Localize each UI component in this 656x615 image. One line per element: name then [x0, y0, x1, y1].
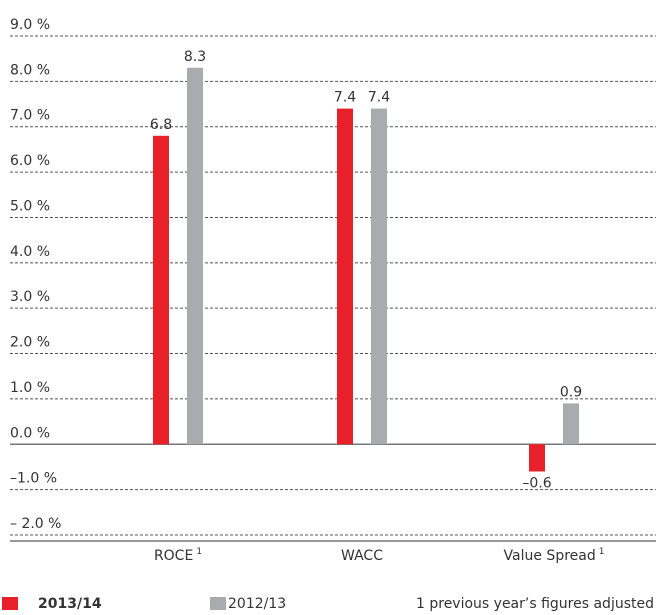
- bar: [563, 403, 579, 445]
- y-tick-label: 1.0 %: [10, 380, 50, 396]
- bar: [529, 444, 545, 472]
- category-name: Value Spread: [504, 548, 596, 564]
- y-tick-label: 7.0 %: [10, 108, 50, 124]
- y-tick-label: –1.0 %: [10, 471, 57, 487]
- y-tick-label: 4.0 %: [10, 244, 50, 260]
- x-tick-label: ROCE 1: [154, 547, 202, 565]
- legend-swatch: [210, 597, 226, 610]
- x-tick-label: WACC: [341, 548, 383, 564]
- footnote: 1 previous year’s figures adjusted: [416, 596, 654, 612]
- bar: [187, 67, 203, 445]
- y-tick-label: 5.0 %: [10, 198, 50, 214]
- value-label: 7.4: [368, 90, 390, 106]
- value-label: 0.9: [560, 384, 582, 400]
- y-tick-label: 2.0 %: [10, 335, 50, 351]
- legend-label: 2012/13: [228, 596, 286, 612]
- legend-swatch: [2, 597, 18, 610]
- category-name: ROCE: [154, 548, 193, 564]
- y-tick-label: 8.0 %: [10, 62, 50, 78]
- x-tick-label: Value Spread 1: [504, 547, 605, 565]
- legend-label: 2013/14: [38, 596, 102, 612]
- value-label: 6.8: [150, 117, 172, 133]
- value-label: –0.6: [522, 475, 551, 491]
- y-tick-label: 9.0 %: [10, 17, 50, 33]
- y-tick-label: 0.0 %: [10, 425, 50, 441]
- bar: [153, 135, 169, 445]
- footnote-marker: 1: [599, 547, 605, 557]
- value-label: 7.4: [334, 90, 356, 106]
- bar: [337, 108, 353, 445]
- value-label: 8.3: [184, 49, 206, 65]
- y-tick-label: 6.0 %: [10, 153, 50, 169]
- category-name: WACC: [341, 548, 383, 564]
- y-tick-label: 3.0 %: [10, 289, 50, 305]
- bar: [371, 108, 387, 445]
- y-tick-label: – 2.0 %: [10, 516, 61, 532]
- footnote-marker: 1: [196, 547, 202, 557]
